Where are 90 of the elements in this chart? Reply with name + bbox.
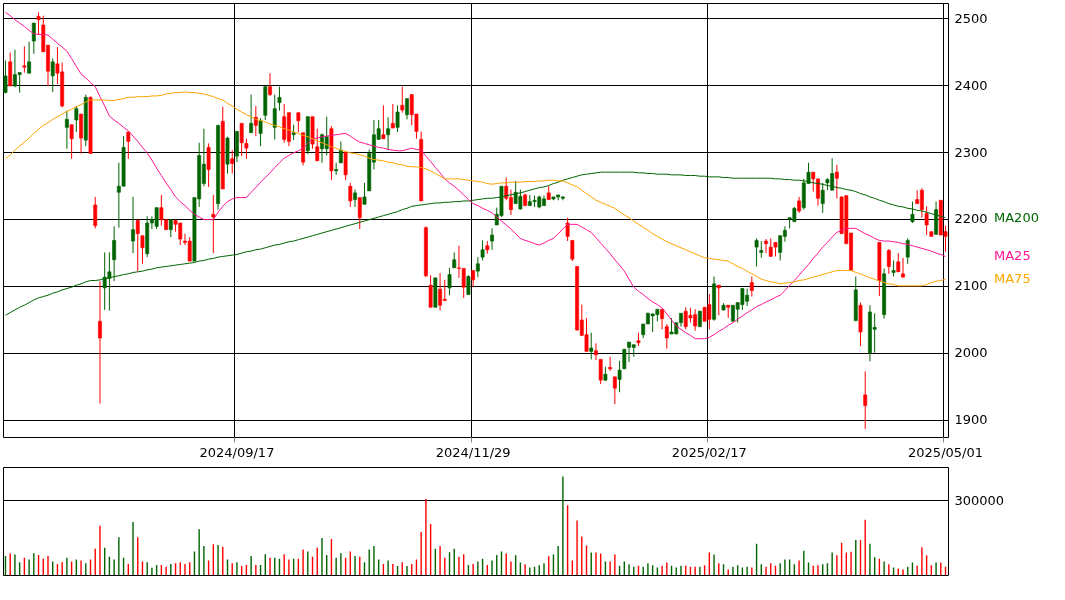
candlestick [395,104,400,133]
y-tick-label: 2300 [954,144,988,160]
y-tick-label: 300000 [954,492,1005,508]
candlestick [749,276,754,298]
y-tick-label: 1900 [954,412,988,428]
candlestick [905,237,910,265]
candlestick [570,239,575,262]
candlestick [357,197,362,230]
candlestick [338,140,343,164]
candlestick [896,252,901,273]
text: MA25 [994,248,1031,264]
candlestick [168,218,173,238]
candlestick [872,312,877,354]
candlestick [362,182,367,205]
candlestick [93,196,98,229]
candlestick [348,182,353,208]
candlestick [886,248,891,275]
candlestick [211,194,216,254]
x-tick-label: 2025/05/01 [908,444,983,460]
candlestick [282,103,287,144]
candlestick [447,267,452,296]
candlestick [258,117,263,147]
candlestick [98,280,102,405]
candlestick [131,196,135,254]
candlestick [135,219,140,272]
candlestick [584,317,589,352]
candlestick [400,86,405,114]
line-series [4,11,947,340]
y-tick-label: 2400 [954,77,988,93]
candlestick [442,279,447,302]
candlestick [102,251,107,311]
y-tick-label: 2500 [954,10,988,26]
x-tick-label: 2024/11/29 [435,444,511,460]
candlestick [3,60,8,94]
candlestick [239,122,244,157]
candlestick [159,194,164,227]
candlestick [244,138,249,160]
candlestick [253,105,258,137]
candlestick [22,45,27,74]
candlestick [754,237,759,267]
candlestick [617,360,622,393]
candlestick [428,274,433,308]
candlestick [405,98,409,120]
candlestick [820,182,825,214]
candlestick [50,58,55,93]
x-tick-label: 2025/02/17 [671,444,747,460]
candlestick [277,86,282,112]
candlestick [565,217,570,242]
candlestick [589,332,594,360]
candlestick [863,370,868,430]
text: MA75 [994,271,1031,287]
y-tick-label: 2200 [954,211,988,227]
candlestick [910,201,915,224]
candlestick [74,105,79,133]
candlestick [381,104,386,140]
candlestick [334,162,339,176]
candlestick [315,128,320,162]
line-series [4,91,947,287]
line-series [4,171,947,316]
candlestick [272,94,277,140]
candlestick [390,103,395,129]
candlestick [490,227,494,251]
candlestick [126,130,131,160]
candlestick [343,151,348,181]
candlestick [664,323,669,350]
candlestick [324,116,329,156]
candlestick [64,110,69,150]
candlestick [140,235,145,265]
y-tick-label: 2100 [954,278,988,294]
candlestick [716,284,721,316]
candlestick [608,356,613,372]
candlestick [386,116,391,151]
candlestick [612,376,617,405]
candlestick [27,41,32,74]
x-tick-label: 2024/09/17 [199,444,275,460]
candlestick [36,11,41,36]
candlestick [268,72,272,97]
candlestick [353,189,357,208]
candlestick [69,124,74,160]
text: MA200 [994,209,1039,225]
candlestick [206,142,211,188]
candlestick [154,207,159,230]
candlestick [296,112,301,133]
candlestick [466,274,471,296]
candlestick [187,236,192,262]
candlestick [31,22,36,55]
candlestick [778,234,783,261]
candlestick [249,94,254,134]
candlestick [230,149,235,175]
y-tick-label: 2000 [954,345,988,361]
